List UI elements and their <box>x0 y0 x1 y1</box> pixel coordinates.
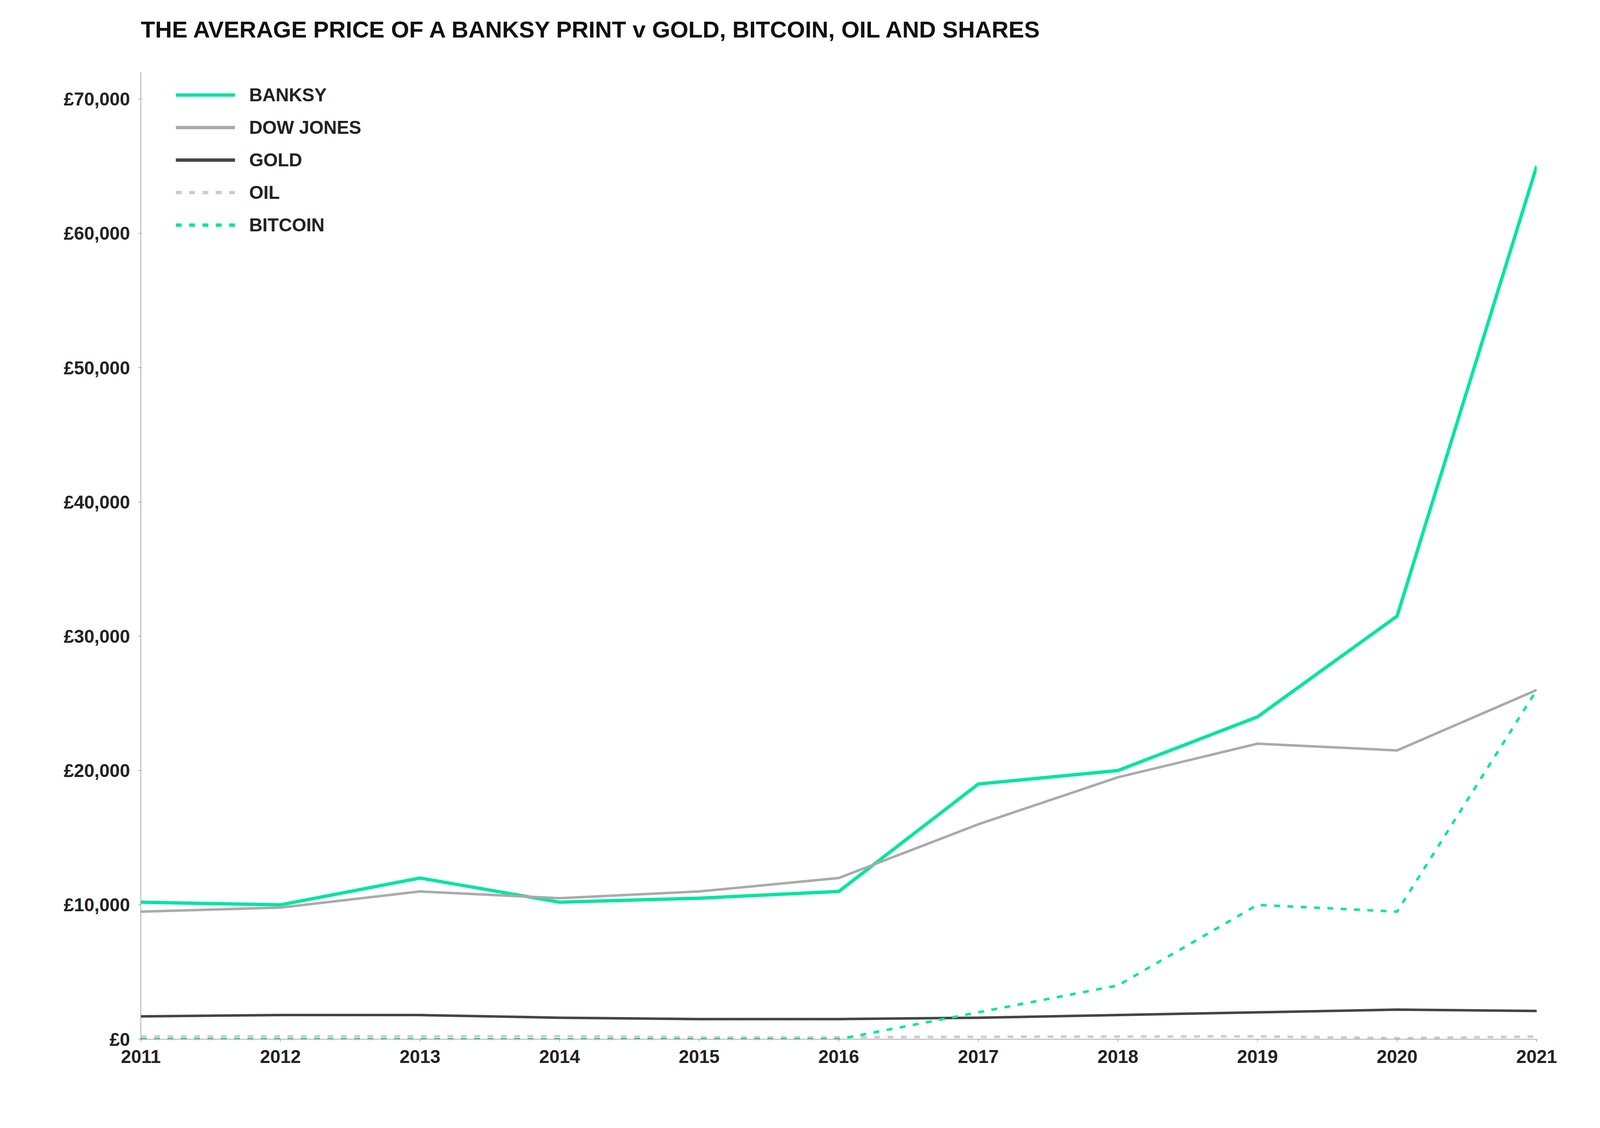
svg-text:2017: 2017 <box>957 1045 999 1067</box>
svg-text:2019: 2019 <box>1237 1045 1278 1067</box>
svg-text:2016: 2016 <box>818 1045 860 1067</box>
html-text:THE AVERAGE PRICE OF A BANKSY: THE AVERAGE PRICE OF A BANKSY PRINT v GO… <box>140 16 1040 43</box>
svg-text:2014: 2014 <box>539 1045 580 1067</box>
svg-text:£0: £0 <box>109 1028 130 1050</box>
svg-text:2018: 2018 <box>1097 1045 1139 1067</box>
svg-text:2020: 2020 <box>1376 1045 1418 1067</box>
html-text:GOLD: GOLD <box>249 149 303 170</box>
html-text:OIL: OIL <box>249 182 280 203</box>
svg-text:2013: 2013 <box>399 1045 441 1067</box>
svg-text:2021: 2021 <box>1516 1045 1558 1067</box>
svg-text:£30,000: £30,000 <box>63 625 130 647</box>
svg-text:£60,000: £60,000 <box>63 222 130 244</box>
svg-text:£70,000: £70,000 <box>63 88 130 110</box>
svg-text:2011: 2011 <box>120 1045 161 1067</box>
svg-text:£40,000: £40,000 <box>63 491 130 513</box>
svg-text:£10,000: £10,000 <box>63 894 130 915</box>
html-text:BANKSY: BANKSY <box>249 84 327 105</box>
html-text:DOW JONES: DOW JONES <box>249 117 362 138</box>
svg-text:£20,000: £20,000 <box>63 760 130 781</box>
svg-text:2012: 2012 <box>260 1045 301 1067</box>
html-text:BITCOIN: BITCOIN <box>249 214 325 235</box>
svg-text:2015: 2015 <box>678 1045 720 1067</box>
svg-text:£50,000: £50,000 <box>63 357 130 378</box>
